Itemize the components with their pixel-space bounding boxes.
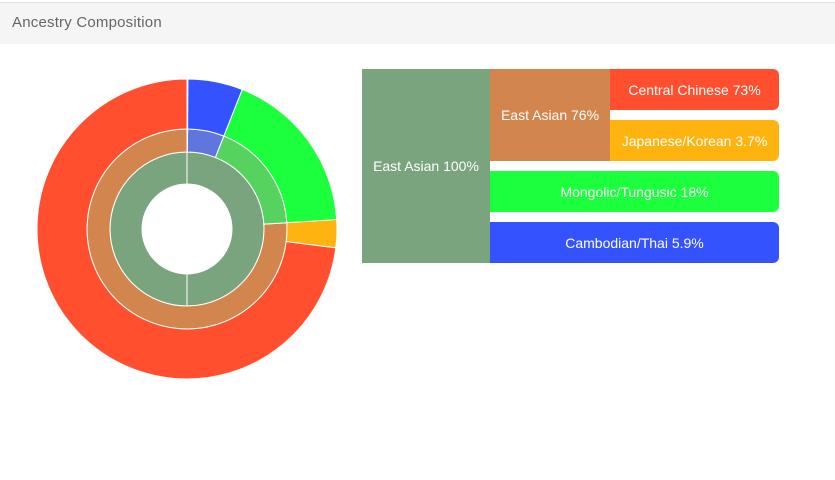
legend-block-east-asian-root[interactable]: East Asian 100% bbox=[362, 69, 490, 263]
sunburst-chart bbox=[36, 78, 338, 380]
sunburst-ring3-cambodian-thai[interactable] bbox=[187, 78, 243, 137]
legend-label-mongolic-tungusic: Mongolic/Tungusic 18% bbox=[560, 183, 709, 200]
legend-label-east-asian-root: East Asian 100% bbox=[373, 158, 479, 174]
legend-label-central-chinese: Central Chinese 73% bbox=[628, 81, 761, 98]
legend-block-east-asian[interactable]: East Asian 76% bbox=[490, 69, 610, 161]
panel-title: Ancestry Composition bbox=[12, 14, 162, 31]
panel-header: Ancestry Composition bbox=[0, 2, 835, 44]
sunburst-ring1-east-asian[interactable] bbox=[109, 151, 265, 307]
legend-block-cambodian-thai[interactable]: Cambodian/Thai 5.9% bbox=[490, 222, 779, 263]
sunburst-ring3-central-chinese[interactable] bbox=[36, 78, 337, 380]
sunburst-ring3-mongolic-tungusic[interactable] bbox=[223, 88, 338, 224]
legend-label-east-asian: East Asian 76% bbox=[500, 107, 600, 123]
legend-label-japanese-korean: Japanese/Korean 3.7% bbox=[621, 132, 768, 149]
legend-block-central-chinese[interactable]: Central Chinese 73% bbox=[610, 69, 779, 110]
legend-label-cambodian-thai: Cambodian/Thai 5.9% bbox=[565, 234, 704, 251]
legend-block-japanese-korean[interactable]: Japanese/Korean 3.7% bbox=[610, 120, 779, 161]
legend-block-mongolic-tungusic[interactable]: Mongolic/Tungusic 18% bbox=[490, 171, 779, 212]
